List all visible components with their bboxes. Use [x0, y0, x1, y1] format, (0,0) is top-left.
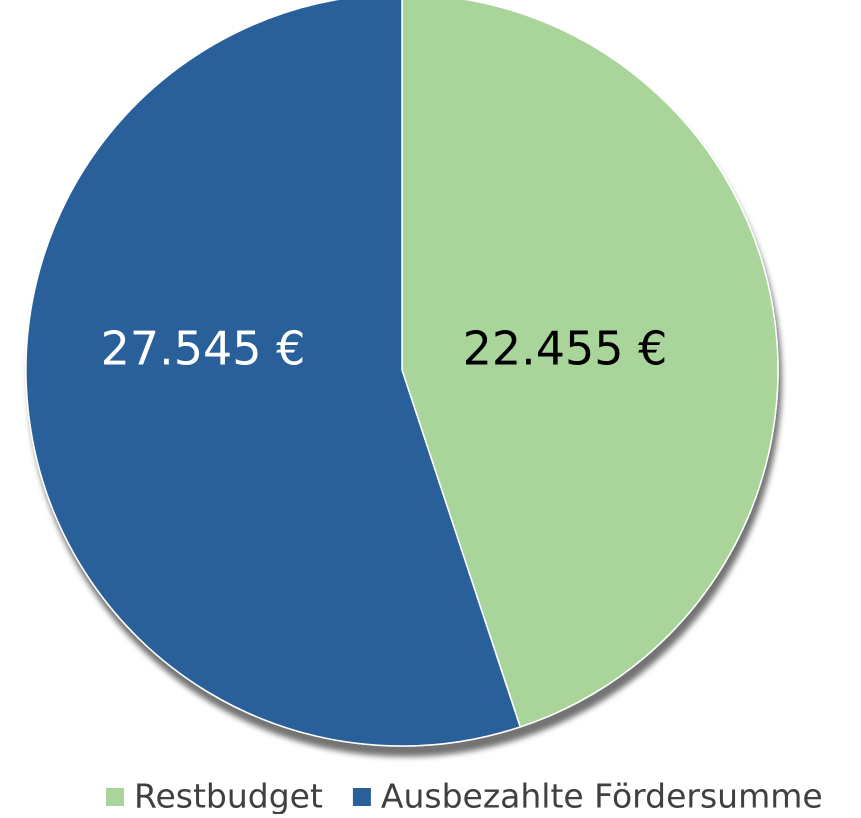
- legend-label: Restbudget: [134, 777, 323, 815]
- value-labels: 22.455 € 27.545 €: [101, 322, 668, 376]
- legend-label: Ausbezahlte Fördersumme: [381, 777, 823, 815]
- pie: [25, 0, 779, 747]
- legend-swatch: [352, 788, 371, 806]
- value-label: 22.455 €: [463, 322, 668, 376]
- pie-slice: [25, 0, 522, 747]
- legend-swatch: [106, 788, 124, 806]
- pie-slice: [401, 0, 779, 728]
- legend: Restbudget Ausbezahlte Fördersumme: [106, 777, 823, 816]
- value-label: 27.545 €: [101, 322, 306, 376]
